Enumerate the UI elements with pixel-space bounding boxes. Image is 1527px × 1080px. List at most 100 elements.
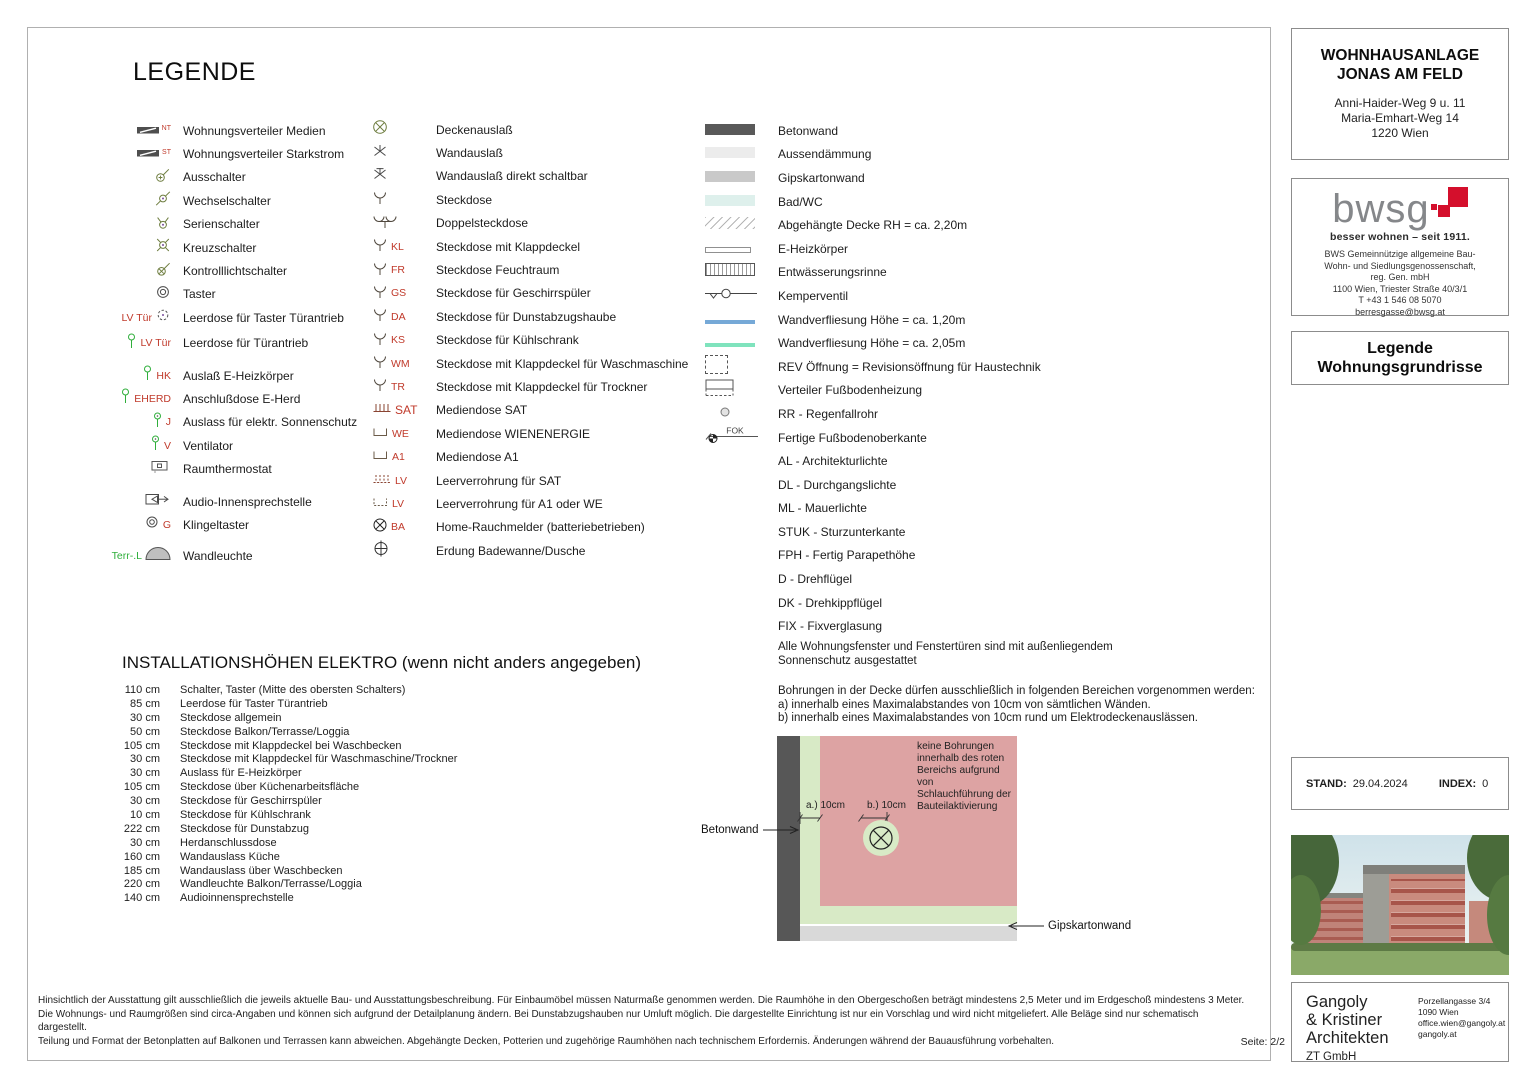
bohrungen-note: Bohrungen in der Decke dürfen ausschließ… — [778, 685, 1255, 726]
installation-height-row: 160 cm Wandauslass Küche — [115, 850, 457, 864]
legend-item: Deckenauslaß — [370, 118, 688, 141]
legend-item: Erdung Badewanne/Dusche — [370, 539, 688, 562]
legend-label: Wechselschalter — [183, 193, 271, 208]
mediendose-icon: A1 — [370, 448, 436, 466]
legend-label: Audio-Innensprechstelle — [183, 494, 312, 509]
pin-circle-icon: J — [95, 412, 183, 433]
height-value: 220 cm — [123, 878, 160, 891]
swatch-icon — [705, 122, 778, 140]
legend-item: Verteiler Fußbodenheizung — [705, 379, 1041, 403]
bwsg-logo: bwsg — [1332, 187, 1468, 229]
dim-b-label: b.) 10cm — [867, 800, 906, 811]
legend-label: Mediendose SAT — [436, 403, 528, 418]
legend-item: Taster — [95, 283, 357, 306]
legend-item: Kreuzschalter — [95, 236, 357, 259]
logo-square-icon — [1447, 187, 1468, 207]
sonnenschutz-note: Alle Wohnungsfenster und Fenstertüren si… — [778, 641, 1113, 668]
legend-item: Gipskartonwand — [705, 166, 1041, 190]
symbol-tag-label: NT — [161, 125, 171, 133]
architect-contact: Porzellangasse 3/4 1090 Wien office.wien… — [1418, 996, 1506, 1039]
height-label: Schalter, Taster (Mitte des obersten Sch… — [180, 683, 406, 696]
height-value: 30 cm — [130, 795, 160, 808]
taster-icon — [95, 284, 183, 305]
legend-item: Betonwand — [705, 119, 1041, 143]
legend-item: E-Heizkörper — [705, 237, 1041, 261]
heizkoerper-icon — [705, 240, 778, 258]
note-line: a) innerhalb eines Maximalabstandes von … — [778, 698, 1151, 711]
page-title: LEGENDE — [133, 58, 256, 86]
project-name: WOHNHAUSANLAGE — [1320, 47, 1480, 64]
photo-ground — [1291, 947, 1509, 975]
legend-label: Home-Rauchmelder (batteriebetrieben) — [436, 520, 645, 535]
raumthermostat-icon — [95, 460, 183, 479]
height-value: 140 cm — [123, 892, 160, 905]
no-symbol — [705, 594, 778, 612]
architect-block: Gangoly & Kristiner Architekten ZT GmbH … — [1291, 982, 1509, 1063]
installation-height-row: 30 cm Steckdose für Geschirrspüler — [115, 794, 457, 808]
installation-height-row: 140 cm Audioinnensprechstelle — [115, 891, 457, 905]
symbol-tag-label: V — [163, 439, 171, 452]
height-label: Steckdose für Kühlschrank — [180, 808, 311, 821]
height-label: Auslass für E-Heizkörper — [180, 767, 302, 780]
installation-height-row: 50 cm Steckdose Balkon/Terrasse/Loggia — [115, 725, 457, 739]
legend-label: ML - Mauerlichte — [778, 501, 867, 516]
rauchmelder-icon: BA — [370, 517, 436, 538]
legend-label: Mediendose WIENENERGIE — [436, 426, 591, 441]
legend-item: BA Home-Rauchmelder (batteriebetrieben) — [370, 516, 688, 539]
wandauslass-icon — [370, 144, 436, 163]
symbol-tag-label: LV — [392, 497, 405, 510]
legend-label: Wohnungsverteiler Medien — [183, 123, 326, 138]
legend-item: NT Wohnungsverteiler Medien — [95, 119, 357, 142]
installation-height-row: 185 cm Wandauslass über Waschbecken — [115, 864, 457, 878]
klingeltaster-icon: G — [95, 514, 183, 535]
project-address: Anni-Haider-Weg 9 u. 11 Maria-Emhart-Weg… — [1334, 96, 1466, 140]
legend-item: FPH - Fertig Parapethöhe — [705, 544, 1041, 568]
deckenauslass-symbol — [863, 820, 899, 856]
symbol-prefix-label: LV Tür — [121, 311, 152, 324]
wandauslass-schaltbar-icon — [370, 167, 436, 186]
legend-item: A1 Mediendose A1 — [370, 445, 688, 468]
legend-label: Auslaß E-Heizkörper — [183, 368, 294, 383]
legend-label: Kreuzschalter — [183, 240, 257, 255]
leerverrohrung-icon: LV — [370, 495, 436, 513]
project-title-block: WOHNHAUSANLAGE JONAS AM FELD Anni-Haider… — [1291, 28, 1509, 160]
swatch-icon — [705, 145, 778, 163]
rinne-icon — [705, 263, 778, 281]
note-line: b) innerhalb eines Maximalabstandes von … — [778, 712, 1198, 725]
legend-label: D - Drehflügel — [778, 572, 853, 587]
legend-item: J Auslass für elektr. Sonnenschutz — [95, 411, 357, 434]
project-name: JONAS AM FELD — [1336, 66, 1463, 83]
betonwand-bar — [777, 736, 800, 941]
symbol-tag-label: FR — [391, 264, 405, 277]
legend-item: LV Leerverrohrung für SAT — [370, 469, 688, 492]
legend-label: Steckdose Feuchtraum — [436, 263, 560, 278]
legend-label: Raumthermostat — [183, 462, 272, 477]
steckdose-icon: KL — [370, 236, 436, 257]
height-label: Audioinnensprechstelle — [180, 892, 294, 905]
legend-item: LV Tür Leerdose für Türantrieb — [95, 332, 357, 355]
installation-height-row: 10 cm Steckdose für Kühlschrank — [115, 808, 457, 822]
legend-label: Wandauslaß direkt schaltbar — [436, 169, 588, 184]
legend-item: Aussendämmung — [705, 143, 1041, 167]
rev-icon — [705, 354, 778, 379]
no-symbol — [705, 570, 778, 588]
legend-item: WM Steckdose mit Klappdeckel für Waschmas… — [370, 352, 688, 375]
legend-item: WE Mediendose WIENENERGIE — [370, 422, 688, 445]
installation-height-row: 30 cm Herdanschlussdose — [115, 836, 457, 850]
legend-item: REV Öffnung = Revisionsöffnung für Haust… — [705, 354, 1041, 379]
legend-label: Steckdose mit Klappdeckel für Waschmasch… — [436, 356, 689, 371]
dim-a-label: a.) 10cm — [806, 800, 845, 811]
legend-item: Terr-.L Wandleuchte — [95, 545, 357, 568]
height-label: Steckdose über Küchenarbeitsfläche — [180, 781, 360, 794]
height-value: 30 cm — [130, 711, 160, 724]
legend-column-sockets: Deckenauslaß Wandauslaß Wandauslaß direkt … — [370, 118, 688, 562]
gipskartonwand-label: Gipskartonwand — [1004, 920, 1131, 932]
height-label: Leerdose für Taster Türantrieb — [180, 697, 328, 710]
legend-item: DK - Drehkippflügel — [705, 591, 1041, 615]
installation-height-row: 85 cm Leerdose für Taster Türantrieb — [115, 697, 457, 711]
leerverrohrung-sat-icon: LV — [370, 472, 436, 490]
legend-item: ST Wohnungsverteiler Starkstrom — [95, 142, 357, 165]
legend-column-walls: Betonwand Aussendämmung Gipskartonwand Bad/… — [705, 119, 1041, 638]
pin-circle-icon: V — [95, 435, 183, 456]
legend-label: Mediendose A1 — [436, 450, 519, 465]
